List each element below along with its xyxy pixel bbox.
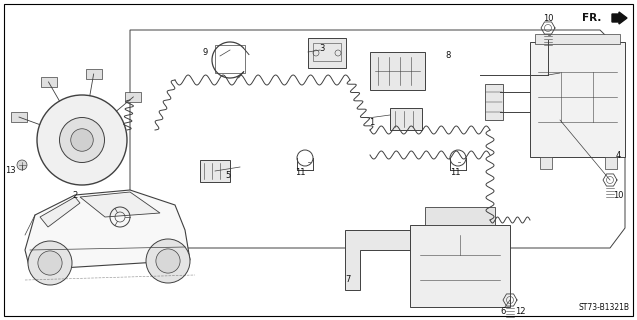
Text: 10: 10 — [543, 13, 554, 22]
Circle shape — [28, 241, 72, 285]
Text: 11: 11 — [295, 167, 305, 177]
Bar — [425, 207, 495, 225]
Text: 11: 11 — [450, 167, 461, 177]
Polygon shape — [345, 230, 410, 290]
Text: 13: 13 — [4, 165, 15, 174]
Circle shape — [156, 249, 180, 273]
Text: 6: 6 — [500, 308, 506, 316]
Circle shape — [38, 251, 62, 275]
Bar — [535, 34, 620, 44]
Polygon shape — [40, 197, 80, 227]
FancyArrow shape — [612, 12, 627, 24]
Bar — [215, 45, 245, 73]
Text: 4: 4 — [615, 150, 620, 159]
Circle shape — [71, 129, 93, 151]
Bar — [540, 157, 552, 169]
Text: 3: 3 — [319, 44, 325, 52]
Text: 10: 10 — [613, 190, 623, 199]
Bar — [410, 225, 510, 307]
Text: 2: 2 — [73, 190, 78, 199]
Polygon shape — [25, 190, 190, 270]
Circle shape — [37, 95, 127, 185]
Text: ST73-B1321B: ST73-B1321B — [579, 303, 630, 313]
Text: 1: 1 — [369, 117, 375, 126]
Circle shape — [17, 160, 27, 170]
Text: 12: 12 — [515, 308, 526, 316]
Bar — [530, 42, 625, 157]
Bar — [308, 38, 346, 68]
Text: FR.: FR. — [582, 13, 601, 23]
Bar — [370, 52, 425, 90]
Bar — [85, 69, 102, 79]
Circle shape — [146, 239, 190, 283]
Bar — [313, 43, 341, 61]
Bar — [125, 92, 141, 102]
Text: 8: 8 — [445, 51, 451, 60]
Polygon shape — [80, 192, 160, 217]
Bar — [605, 157, 617, 169]
Bar — [485, 84, 503, 120]
Circle shape — [59, 117, 104, 163]
Text: 7: 7 — [345, 276, 351, 284]
Bar — [200, 160, 230, 182]
Text: 9: 9 — [203, 47, 208, 57]
Text: 5: 5 — [225, 171, 231, 180]
Bar — [41, 77, 57, 87]
Bar — [11, 112, 27, 122]
Bar — [390, 108, 422, 130]
